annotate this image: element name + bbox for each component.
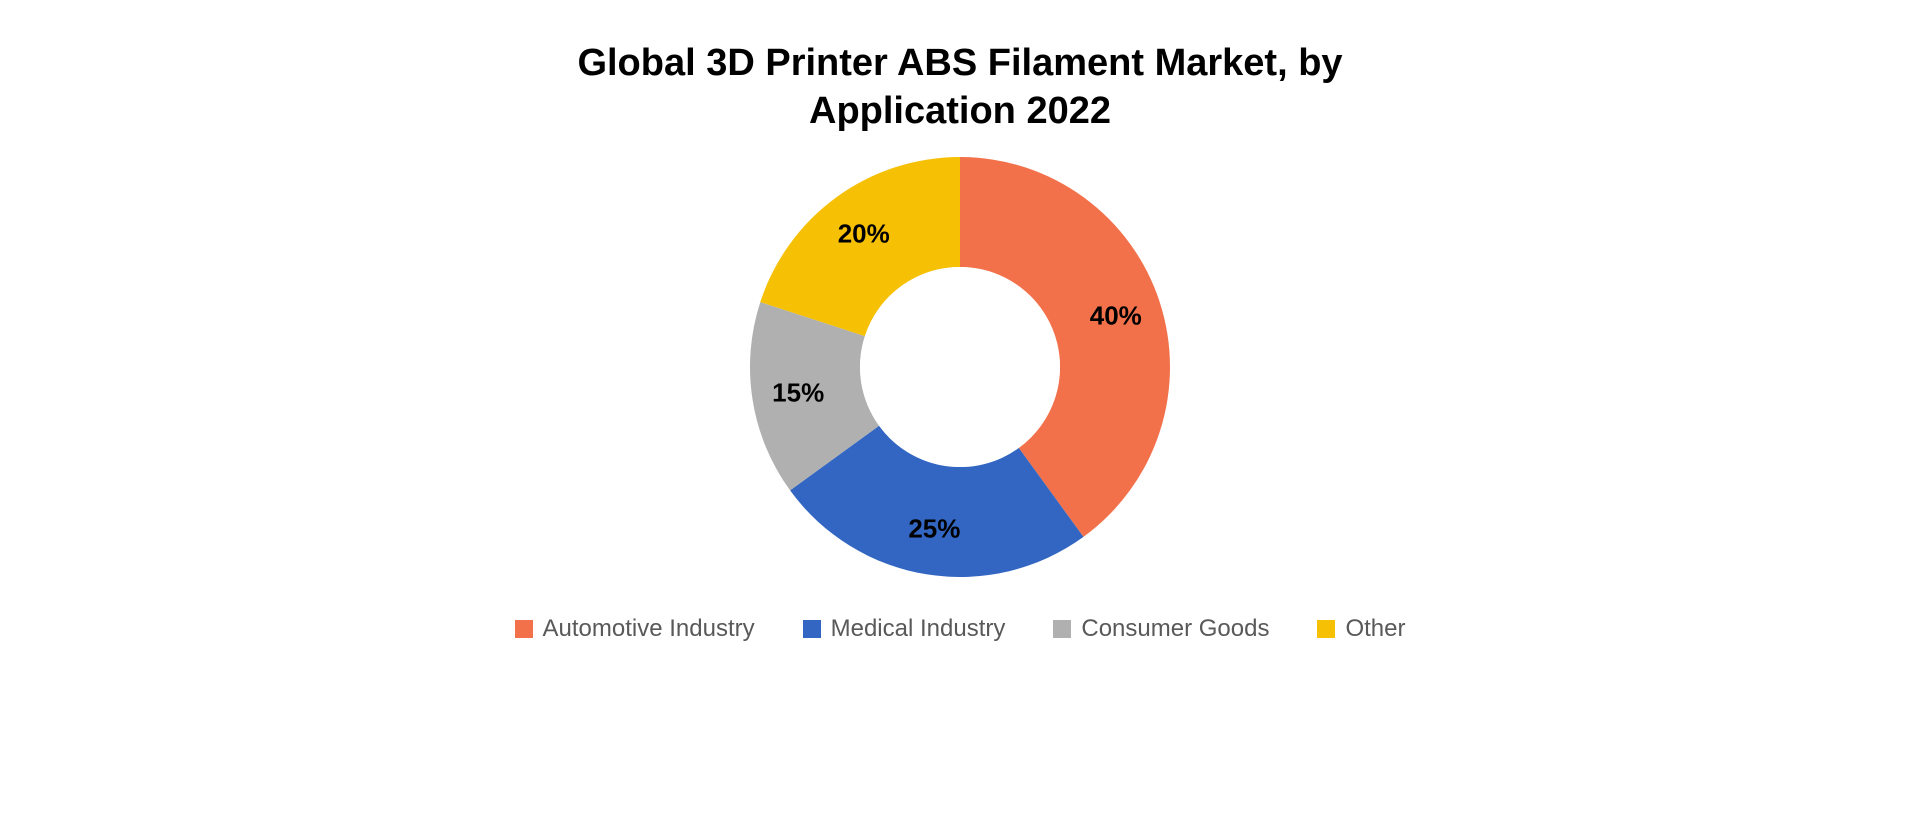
legend-swatch: [803, 620, 821, 638]
legend-label: Consumer Goods: [1081, 615, 1269, 643]
slice-percent-label: 40%: [1090, 301, 1142, 332]
legend-item: Other: [1317, 615, 1405, 643]
legend-swatch: [1053, 620, 1071, 638]
legend-label: Other: [1345, 615, 1405, 643]
legend-item: Automotive Industry: [515, 615, 755, 643]
legend-item: Consumer Goods: [1053, 615, 1269, 643]
slice-percent-label: 20%: [838, 219, 890, 250]
legend-label: Medical Industry: [831, 615, 1006, 643]
legend-swatch: [1317, 620, 1335, 638]
legend-swatch: [515, 620, 533, 638]
chart-legend: Automotive Industry Medical Industry Consu…: [515, 615, 1406, 643]
donut-hole: [860, 267, 1060, 467]
slice-percent-label: 25%: [908, 513, 960, 544]
legend-label: Automotive Industry: [543, 615, 755, 643]
chart-title: Global 3D Printer ABS Filament Market, b…: [577, 40, 1342, 135]
legend-item: Medical Industry: [803, 615, 1006, 643]
chart-container: Global 3D Printer ABS Filament Market, b…: [0, 0, 1920, 818]
slice-percent-label: 15%: [772, 377, 824, 408]
donut-chart: 40% 25% 15% 20%: [748, 155, 1172, 579]
